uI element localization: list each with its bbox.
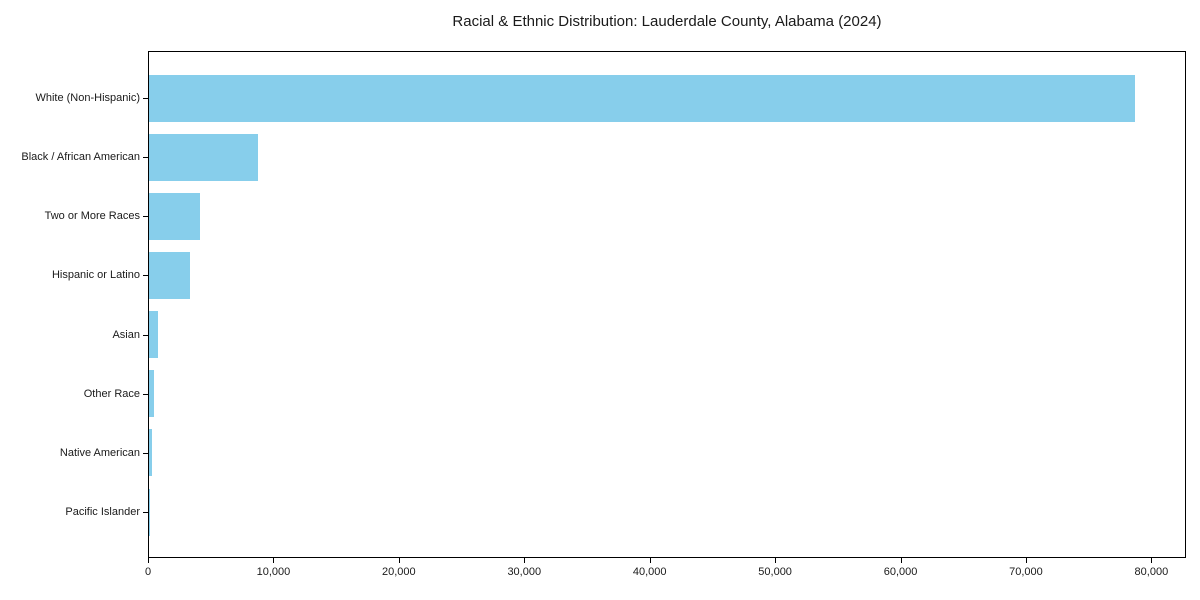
y-axis-tick: [143, 452, 148, 454]
bar-hispanic-or-latino: [149, 251, 190, 299]
x-tick-label: 40,000: [632, 566, 667, 578]
x-axis-tick: [524, 558, 526, 563]
x-axis-tick: [900, 558, 902, 563]
bar-two-or-more-races: [149, 192, 200, 240]
x-tick-label: 50,000: [758, 566, 792, 578]
x-tick-label: 60,000: [883, 566, 918, 578]
bar-asian: [149, 311, 159, 359]
y-axis-tick: [143, 157, 148, 159]
y-tick-label: Black / African American: [21, 151, 140, 164]
x-axis-tick: [1025, 558, 1027, 563]
x-tick-label: 70,000: [1009, 566, 1043, 578]
y-tick-label: Asian: [112, 328, 140, 341]
x-tick-label: 30,000: [507, 566, 542, 578]
y-axis-tick: [143, 275, 148, 277]
x-axis-tick: [398, 558, 400, 563]
x-axis-tick: [1151, 558, 1153, 563]
bar-pacific-islander: [149, 488, 150, 536]
x-axis-tick: [273, 558, 275, 563]
x-tick-label: 20,000: [382, 566, 416, 578]
x-tick-label: 10,000: [256, 566, 291, 578]
plot-area: [148, 51, 1186, 558]
x-tick-label: 0: [144, 566, 152, 578]
bar-black-african-american: [149, 133, 258, 181]
y-tick-label: Other Race: [83, 387, 140, 400]
y-tick-label: White (Non-Hispanic): [35, 92, 140, 104]
x-axis-tick: [775, 558, 777, 563]
y-axis-tick: [143, 216, 148, 218]
x-tick-label: 80,000: [1134, 566, 1169, 578]
chart-title: Racial & Ethnic Distribution: Lauderdale…: [452, 13, 882, 30]
bar-other-race: [149, 370, 155, 418]
y-axis-tick: [143, 512, 148, 513]
y-tick-label: Native American: [59, 446, 140, 459]
x-axis-tick: [649, 558, 651, 563]
y-tick-label: Pacific Islander: [65, 506, 140, 518]
y-axis-tick: [143, 393, 148, 395]
bar-native-american: [149, 429, 153, 477]
y-axis-tick: [143, 334, 148, 336]
y-axis-tick: [143, 98, 148, 99]
bar-white-non-hispanic: [149, 74, 1136, 122]
y-tick-label: Two or More Races: [44, 210, 140, 223]
y-tick-label: Hispanic or Latino: [51, 269, 140, 282]
x-axis-tick: [148, 558, 149, 563]
